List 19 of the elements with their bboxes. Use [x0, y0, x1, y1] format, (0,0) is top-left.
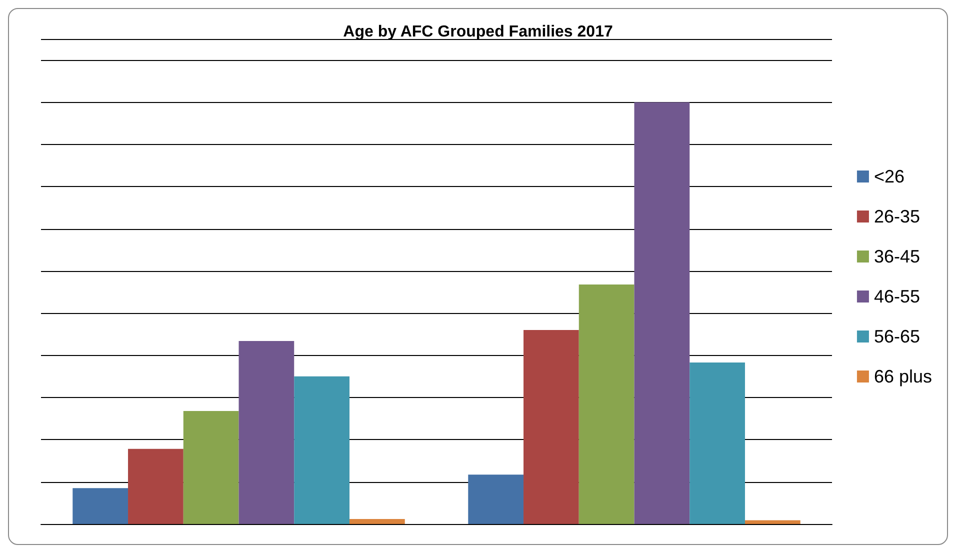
bar	[349, 518, 405, 524]
bar	[183, 410, 239, 524]
bar	[690, 362, 745, 524]
bar	[468, 474, 524, 524]
legend-label: 46-55	[874, 286, 920, 306]
legend-label: 66 plus	[874, 366, 932, 386]
legend-label: 36-45	[874, 246, 920, 266]
bar	[744, 520, 800, 524]
legend-label: 56-65	[874, 326, 920, 346]
bar	[578, 284, 634, 524]
chart-title: Age by AFC Grouped Families 2017	[343, 24, 613, 40]
bar	[238, 340, 294, 524]
bar	[524, 330, 579, 524]
bar	[128, 448, 184, 524]
bar	[634, 102, 690, 524]
legend-label: 26-35	[874, 206, 920, 226]
bar	[72, 488, 128, 524]
legend-label: <26	[874, 166, 905, 186]
bar	[294, 376, 350, 524]
